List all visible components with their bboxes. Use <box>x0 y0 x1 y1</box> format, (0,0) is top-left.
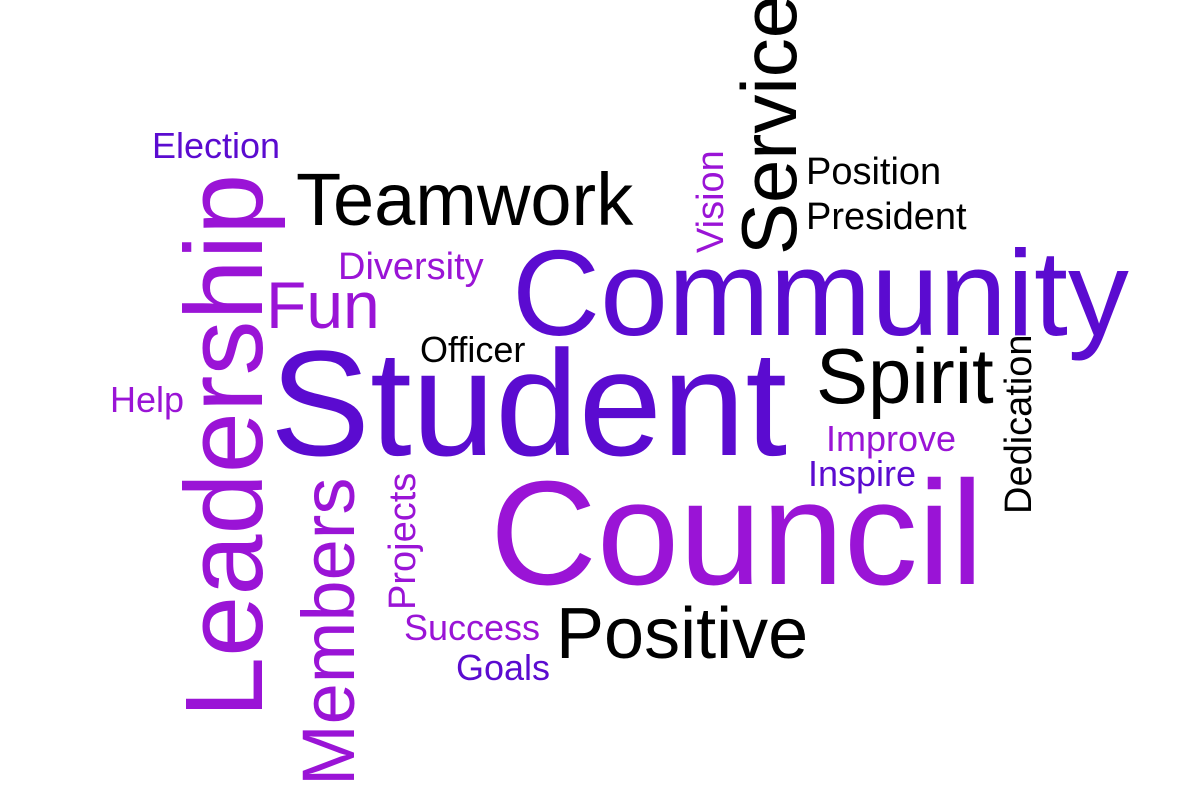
word-election: Election <box>152 125 281 166</box>
word-president: President <box>806 196 967 238</box>
word-improve: Improve <box>826 418 957 459</box>
word-service: Service <box>725 0 813 255</box>
word-position: Position <box>806 151 942 193</box>
word-help: Help <box>110 379 185 420</box>
word-diversity: Diversity <box>338 246 484 288</box>
word-members: Members <box>287 477 370 786</box>
word-projects: Projects <box>382 472 424 610</box>
word-goals: Goals <box>456 647 551 688</box>
word-teamwork: Teamwork <box>296 158 634 241</box>
word-council: Council <box>490 451 984 616</box>
word-positive: Positive <box>556 594 809 674</box>
word-dedication: Dedication <box>998 334 1040 514</box>
word-community: Community <box>512 225 1129 361</box>
word-officer: Officer <box>420 329 526 370</box>
word-inspire: Inspire <box>808 453 917 494</box>
word-spirit: Spirit <box>816 332 994 420</box>
word-fun: Fun <box>266 268 380 342</box>
word-student: Student <box>270 319 788 487</box>
word-leadership: Leadership <box>163 173 286 718</box>
word-success: Success <box>404 607 541 648</box>
